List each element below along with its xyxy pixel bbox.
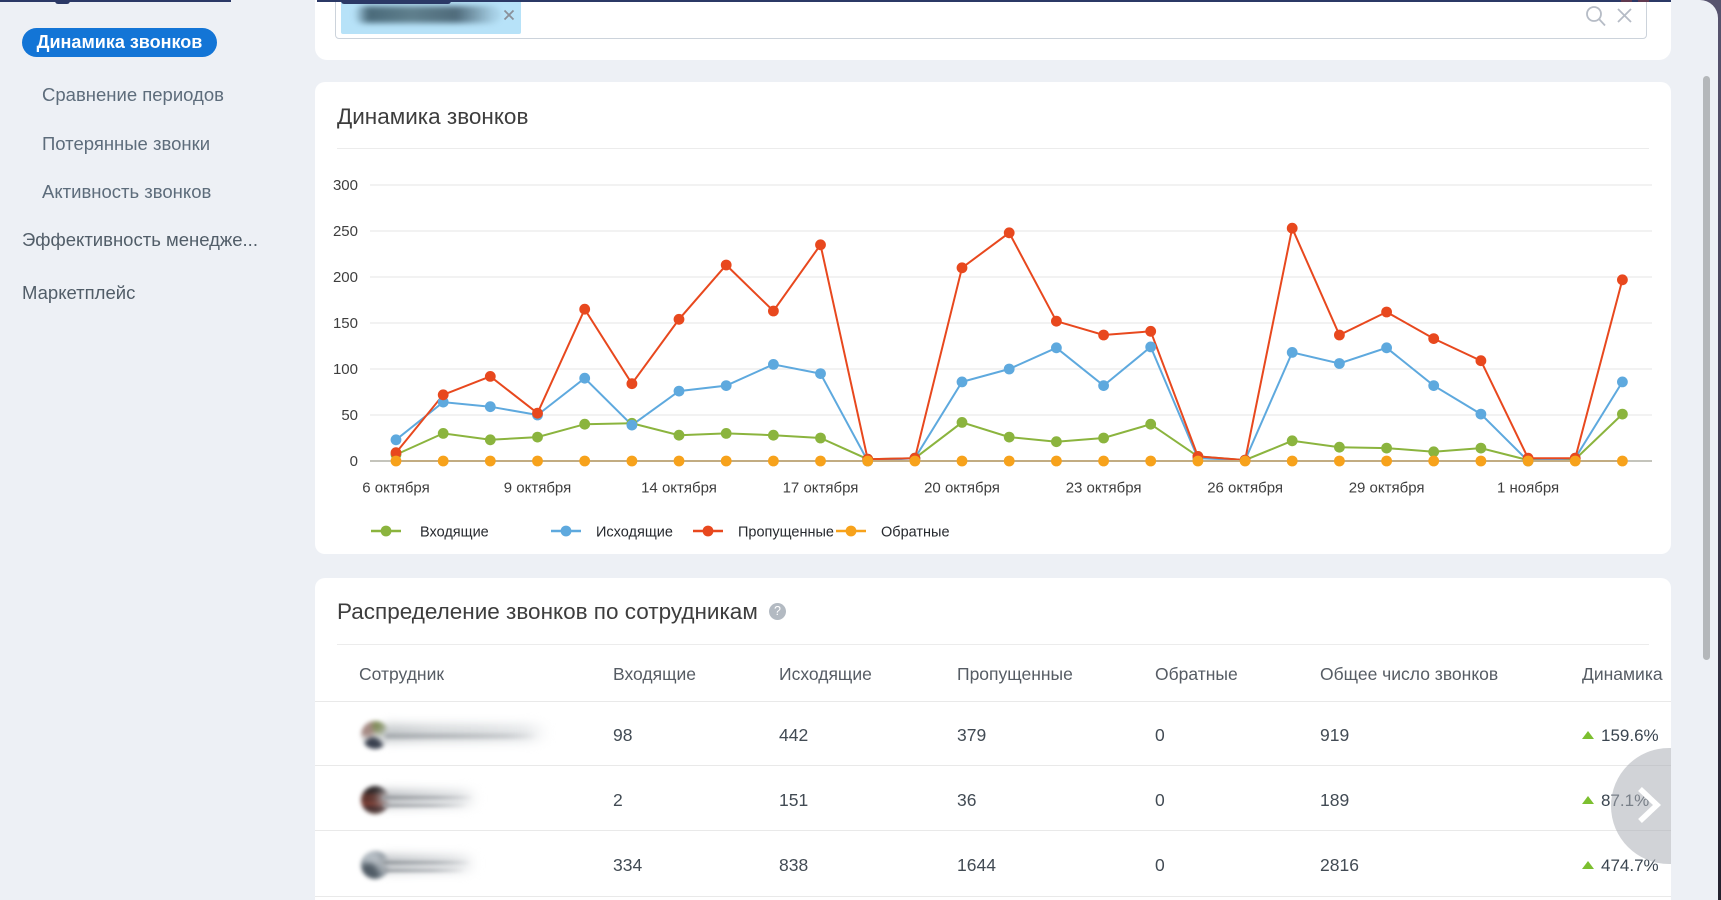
svg-text:200: 200 [333, 269, 358, 286]
svg-text:50: 50 [341, 407, 358, 424]
svg-text:0: 0 [350, 453, 358, 470]
svg-text:23 октября: 23 октября [1066, 480, 1142, 497]
svg-text:20 октября: 20 октября [924, 480, 1000, 497]
svg-text:Обратные: Обратные [881, 525, 950, 541]
svg-text:26 октября: 26 октября [1207, 480, 1283, 497]
svg-text:Исходящие: Исходящие [596, 525, 673, 541]
svg-text:100: 100 [333, 361, 358, 378]
svg-text:14 октября: 14 октября [641, 480, 717, 497]
svg-text:300: 300 [333, 177, 358, 194]
svg-text:29 октября: 29 октября [1349, 480, 1425, 497]
svg-text:Пропущенные: Пропущенные [738, 525, 834, 541]
svg-text:9 октября: 9 октября [504, 480, 571, 497]
svg-text:1 ноября: 1 ноября [1497, 480, 1559, 497]
svg-text:150: 150 [333, 315, 358, 332]
svg-text:Входящие: Входящие [420, 525, 489, 541]
svg-text:6 октября: 6 октября [362, 480, 429, 497]
svg-text:250: 250 [333, 223, 358, 240]
svg-text:17 октября: 17 октября [783, 480, 859, 497]
